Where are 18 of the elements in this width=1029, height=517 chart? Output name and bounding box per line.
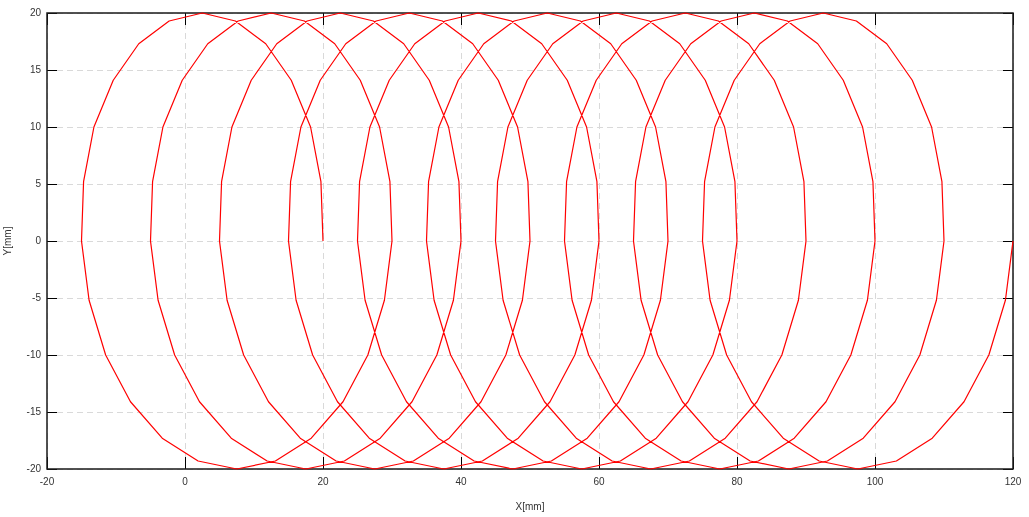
y-tick-label: 15 [29,63,42,75]
y-tick-label: 5 [35,177,42,189]
x-tick-label: 40 [455,475,467,487]
x-tick-label: 100 [866,475,884,487]
y-tick-label: -15 [26,405,42,417]
y-tick-label: 0 [35,234,42,246]
x-axis-title: X[mm] [515,500,545,512]
x-tick-label: 20 [317,475,329,487]
x-tick-label: 60 [593,475,605,487]
y-tick-label: -20 [26,462,42,474]
y-tick-label: -5 [32,291,42,303]
y-tick-label: 10 [29,120,42,132]
y-tick-label: -10 [26,348,42,360]
x-tick-label: 80 [731,475,743,487]
x-tick-label: 120 [1004,475,1022,487]
y-tick-label: 20 [29,6,42,18]
x-tick-label: 0 [182,475,189,487]
y-axis-title: Y[mm] [1,226,13,256]
